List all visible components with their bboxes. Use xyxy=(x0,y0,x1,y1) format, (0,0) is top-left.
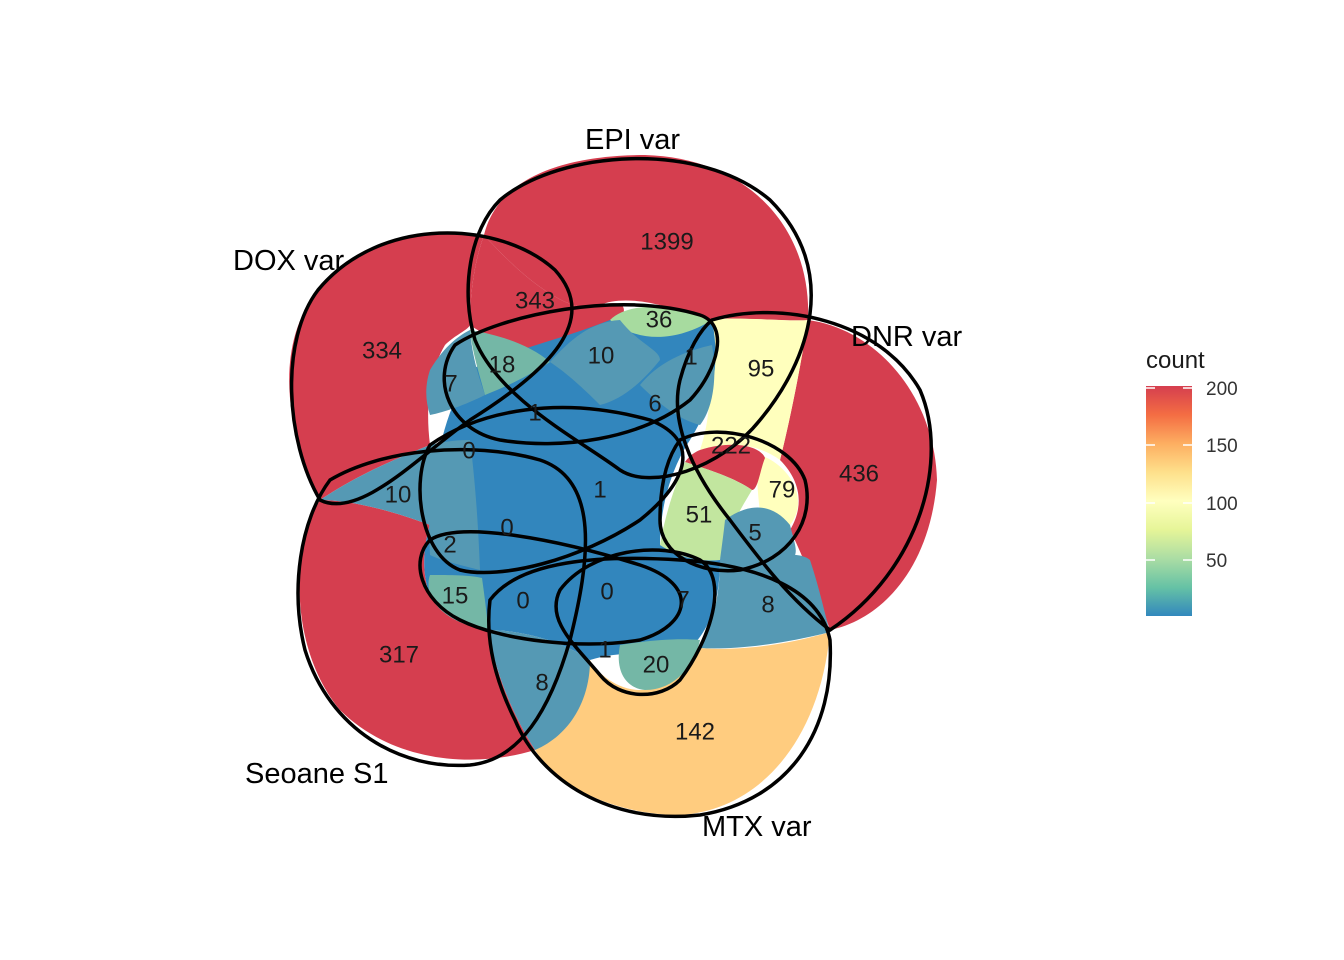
r-15-region xyxy=(428,575,488,630)
r-7a-region xyxy=(426,330,485,415)
dnr-only-region xyxy=(780,320,937,630)
region-count: 5 xyxy=(748,520,761,547)
dox-outline xyxy=(289,231,574,506)
dnr-pale-yellow-region xyxy=(700,318,808,460)
region-count: 10 xyxy=(385,482,412,509)
region-count: 7 xyxy=(676,587,689,614)
r-20-region xyxy=(618,639,700,690)
seoane-only-region xyxy=(299,500,535,760)
set-labels: EPI var DOX var DNR var Seoane S1 MTX va… xyxy=(233,124,963,843)
region-count: 0 xyxy=(516,588,529,615)
dox-only-region xyxy=(289,232,484,500)
region-count: 8 xyxy=(535,670,548,697)
region-count: 1 xyxy=(598,637,611,664)
region-count: 2 xyxy=(443,532,456,559)
region-count: 0 xyxy=(462,438,475,465)
region-count: 343 xyxy=(515,288,555,315)
region-count: 0 xyxy=(600,579,613,606)
inner-petal-seoane xyxy=(418,530,684,646)
region-count: 1 xyxy=(684,344,697,371)
region-count: 95 xyxy=(748,356,775,383)
interior-blue-region xyxy=(424,320,720,660)
set-label-dnr: DNR var xyxy=(851,321,963,353)
region-count: 18 xyxy=(489,352,516,379)
seoane-outline xyxy=(296,447,588,768)
interior-mid-blue-top xyxy=(550,320,660,405)
region-count: 7 xyxy=(444,371,457,398)
region-count: 1399 xyxy=(640,229,693,256)
interior-mid-blue-left xyxy=(320,445,431,525)
legend-tick-label: 200 xyxy=(1206,379,1238,400)
interior-mid-blue-leftcenter xyxy=(429,440,480,570)
region-count: 1 xyxy=(528,400,541,427)
region-count: 317 xyxy=(379,642,419,669)
region-count: 10 xyxy=(588,343,615,370)
mtx-only-region xyxy=(531,632,830,815)
venn-set-outlines xyxy=(289,157,933,818)
set-label-epi: EPI var xyxy=(585,124,680,156)
venn-region-fills xyxy=(289,155,937,815)
inner-petal-mtx xyxy=(554,548,717,697)
set-label-mtx: MTX var xyxy=(702,811,812,843)
region-count: 79 xyxy=(769,477,796,504)
legend-title: count xyxy=(1146,347,1205,374)
color-legend: count 200 150 100 50 xyxy=(1146,347,1238,616)
epi-outline xyxy=(466,157,813,480)
interior-mid-blue-lowright xyxy=(700,554,830,649)
region-counts: 1399 343 334 36 95 436 18 10 1 7 1 6 222… xyxy=(362,229,879,746)
mtx-outline xyxy=(486,556,833,818)
interior-mid-blue-r5 xyxy=(720,507,796,562)
region-count: 51 xyxy=(686,502,713,529)
region-count: 142 xyxy=(675,719,715,746)
region-count: 6 xyxy=(648,391,661,418)
inner-petal-dox xyxy=(418,405,685,575)
set-label-dox: DOX var xyxy=(233,245,345,277)
region-count: 20 xyxy=(643,652,670,679)
region-count: 436 xyxy=(839,461,879,488)
legend-tick-label: 100 xyxy=(1206,494,1238,515)
legend-tick-label: 150 xyxy=(1206,436,1238,457)
region-count: 0 xyxy=(500,515,513,542)
inner-petal-dnr xyxy=(658,430,809,573)
region-count: 8 xyxy=(761,592,774,619)
legend-ticks xyxy=(1146,387,1192,561)
region-count: 222 xyxy=(711,433,751,460)
r-51-region xyxy=(660,462,752,561)
region-count: 1 xyxy=(593,477,606,504)
region-count: 334 xyxy=(362,338,402,365)
legend-colorbar xyxy=(1146,386,1192,616)
legend-tick-label: 50 xyxy=(1206,551,1227,572)
r-18-region xyxy=(470,330,550,395)
region-count: 36 xyxy=(646,307,673,334)
epi-only-region xyxy=(484,155,809,321)
r-222-region xyxy=(685,444,765,490)
set-label-seoane: Seoane S1 xyxy=(245,758,389,790)
region-count: 15 xyxy=(442,583,469,610)
